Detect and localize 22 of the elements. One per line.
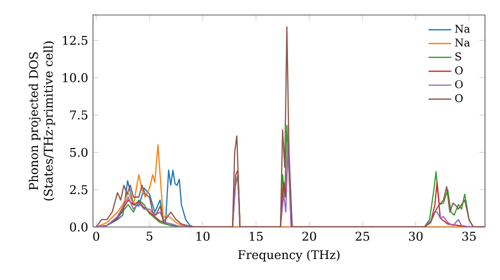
y-axis-title: Phonon projected DOS (States/THz·primitive cell) bbox=[28, 42, 56, 200]
legend-label: O bbox=[455, 80, 463, 88]
legend-label: S bbox=[455, 52, 462, 60]
x-tick-label: 35 bbox=[462, 232, 476, 241]
x-axis-title: Frequency (THz) bbox=[238, 250, 340, 262]
y-tick-label: 12.5 bbox=[63, 36, 88, 45]
legend-label: Na bbox=[455, 38, 470, 47]
x-tick-label: 20 bbox=[302, 232, 316, 241]
x-tick-label: 25 bbox=[356, 232, 370, 241]
legend-label: O bbox=[455, 66, 463, 74]
y-tick-label: 0.0 bbox=[70, 222, 88, 232]
y-tick-label: 5.0 bbox=[70, 148, 88, 157]
legend-label: Na bbox=[455, 24, 470, 33]
y-tick-label: 2.5 bbox=[70, 185, 88, 194]
x-tick-label: 5 bbox=[146, 232, 152, 241]
legend-label: O bbox=[455, 94, 463, 102]
x-tick-label: 15 bbox=[250, 232, 263, 241]
x-tick-label: 30 bbox=[409, 232, 423, 241]
y-tick-label: 7.5 bbox=[70, 110, 88, 120]
x-tick-label: 0 bbox=[93, 232, 100, 241]
x-tick-label: 10 bbox=[196, 232, 210, 241]
y-tick-label: 10.0 bbox=[63, 73, 88, 82]
